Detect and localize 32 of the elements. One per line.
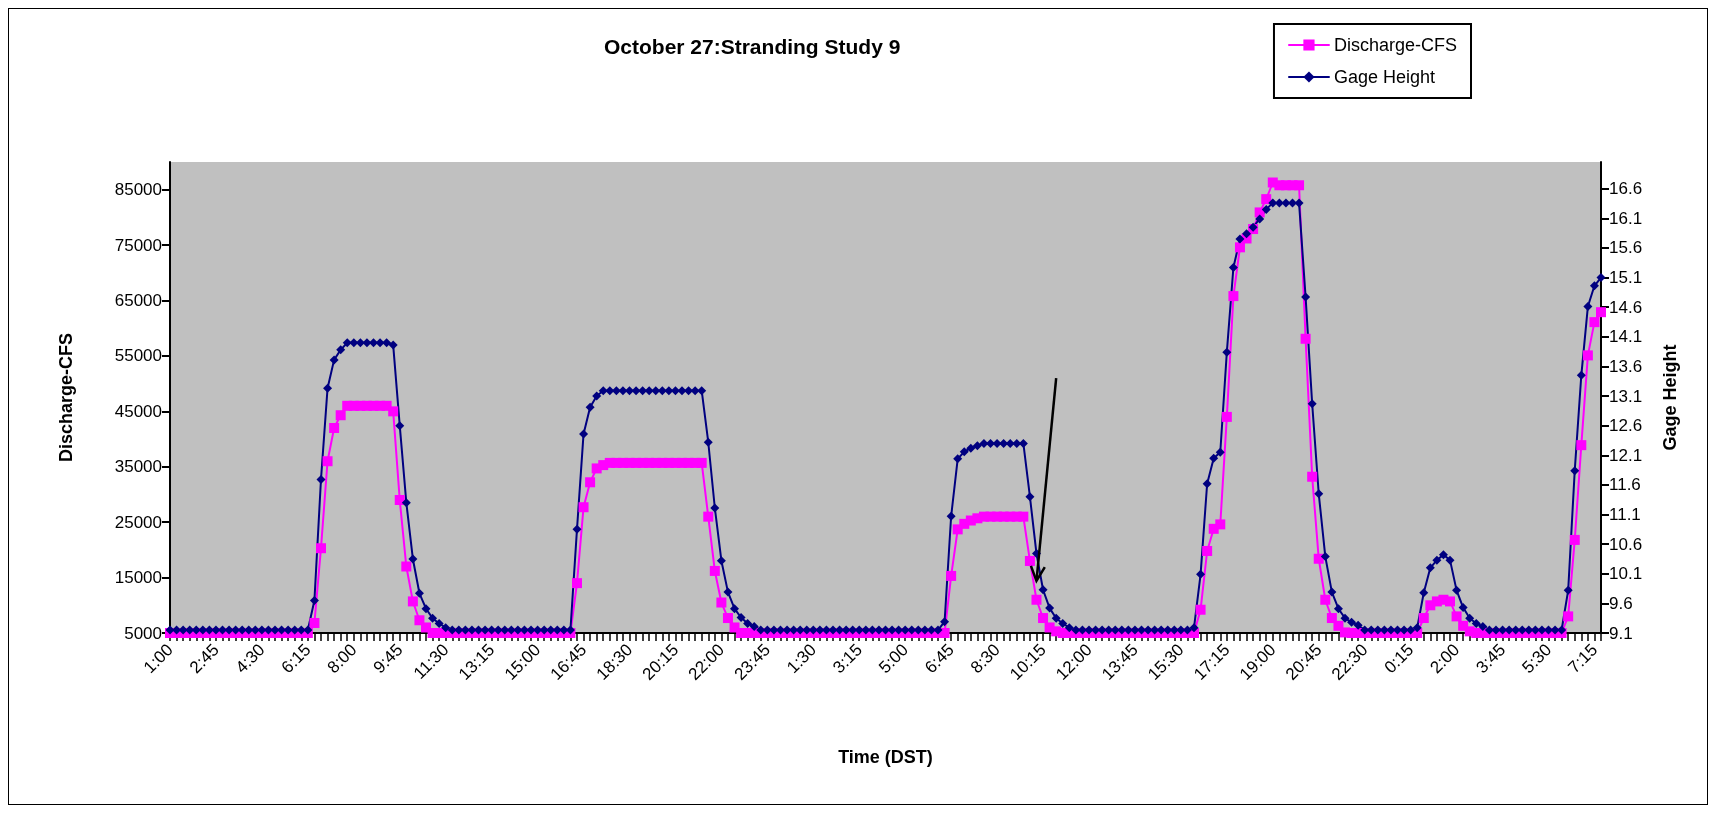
y-axis-title: Discharge-CFS: [56, 332, 76, 463]
y2-tick-label: 14.1: [1609, 327, 1643, 347]
y2-tick-label: 9.1: [1609, 623, 1633, 643]
legend-label: Discharge-CFS: [1333, 35, 1457, 55]
y-tick-label: 25000: [114, 512, 162, 532]
y2-tick-label: 9.6: [1609, 593, 1633, 613]
y2-tick-label: 14.6: [1609, 297, 1643, 317]
y-tick-label: 55000: [114, 346, 162, 366]
x-axis-title: Time (DST): [838, 747, 933, 767]
y2-axis-title: Gage Height: [1660, 344, 1680, 451]
y2-tick-label: 10.6: [1609, 534, 1643, 554]
y2-tick-label: 13.6: [1609, 356, 1643, 376]
y-tick-label: 15000: [114, 568, 162, 588]
y2-tick-label: 12.1: [1609, 445, 1643, 465]
y2-tick-label: 11.1: [1609, 505, 1641, 525]
y-tick-label: 85000: [114, 180, 162, 200]
x-tick-label: 4:30: [231, 640, 269, 678]
chart-title: October 27:Stranding Study 9: [604, 35, 901, 58]
y-tick-label: 45000: [114, 401, 162, 421]
y-tick-label: 5000: [124, 623, 162, 643]
y2-tick-label: 11.6: [1609, 475, 1641, 495]
y-tick-label: 75000: [114, 235, 162, 255]
y-tick-label: 35000: [114, 457, 162, 477]
y2-tick-label: 15.6: [1609, 238, 1643, 258]
y2-tick-label: 15.1: [1609, 268, 1643, 288]
y2-tick-label: 16.6: [1609, 179, 1643, 199]
y2-tick-label: 10.1: [1609, 564, 1643, 584]
y2-tick-label: 16.1: [1609, 208, 1643, 228]
y2-tick-label: 13.1: [1609, 386, 1643, 406]
legend-label: Gage Height: [1333, 67, 1436, 87]
y-tick-label: 65000: [114, 291, 162, 311]
y2-tick-label: 12.6: [1609, 416, 1643, 436]
